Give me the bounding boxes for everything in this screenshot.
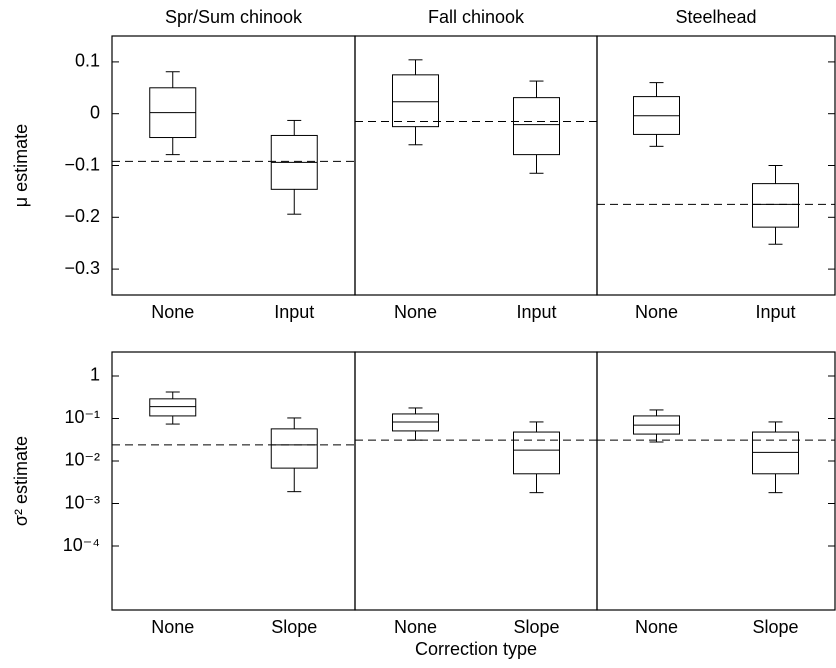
box bbox=[513, 431, 560, 475]
y-tick-label: 10⁻⁴ bbox=[63, 535, 100, 555]
y-tick-label: 10⁻² bbox=[64, 450, 100, 470]
panel-title: Fall chinook bbox=[428, 7, 525, 27]
box bbox=[270, 428, 318, 469]
x-axis-label: Correction type bbox=[415, 639, 537, 659]
x-tick-label: None bbox=[635, 617, 678, 637]
x-tick-label: None bbox=[151, 302, 194, 322]
box bbox=[513, 97, 560, 156]
panel-frame bbox=[596, 35, 836, 296]
y-tick-label: −0.2 bbox=[64, 206, 100, 226]
x-tick-label: Input bbox=[755, 302, 795, 322]
panel-frame bbox=[111, 351, 356, 611]
x-tick-label: None bbox=[151, 617, 194, 637]
y-tick-label: 10⁻³ bbox=[64, 492, 100, 512]
box bbox=[392, 74, 439, 128]
panel-frame bbox=[596, 351, 836, 611]
panel-frame bbox=[354, 351, 598, 611]
x-tick-label: None bbox=[394, 617, 437, 637]
x-tick-label: None bbox=[635, 302, 678, 322]
panel-title: Spr/Sum chinook bbox=[165, 7, 303, 27]
x-tick-label: Slope bbox=[513, 617, 559, 637]
y-tick-label: −0.3 bbox=[64, 258, 100, 278]
y-tick-label: 1 bbox=[90, 365, 100, 385]
y-tick-label: 10⁻¹ bbox=[64, 407, 100, 427]
box bbox=[752, 431, 799, 475]
x-tick-label: None bbox=[394, 302, 437, 322]
x-tick-label: Slope bbox=[271, 617, 317, 637]
y-axis-label: σ² estimate bbox=[11, 436, 31, 526]
panel-frame bbox=[354, 35, 598, 296]
box bbox=[752, 183, 799, 228]
x-tick-label: Input bbox=[274, 302, 314, 322]
x-tick-label: Input bbox=[516, 302, 556, 322]
y-axis-label: μ estimate bbox=[11, 124, 31, 207]
y-tick-label: 0.1 bbox=[75, 51, 100, 71]
panel-frame bbox=[111, 35, 356, 296]
y-tick-label: 0 bbox=[90, 102, 100, 122]
panel-title: Steelhead bbox=[675, 7, 756, 27]
y-tick-label: −0.1 bbox=[64, 154, 100, 174]
box bbox=[149, 398, 197, 417]
x-tick-label: Slope bbox=[752, 617, 798, 637]
